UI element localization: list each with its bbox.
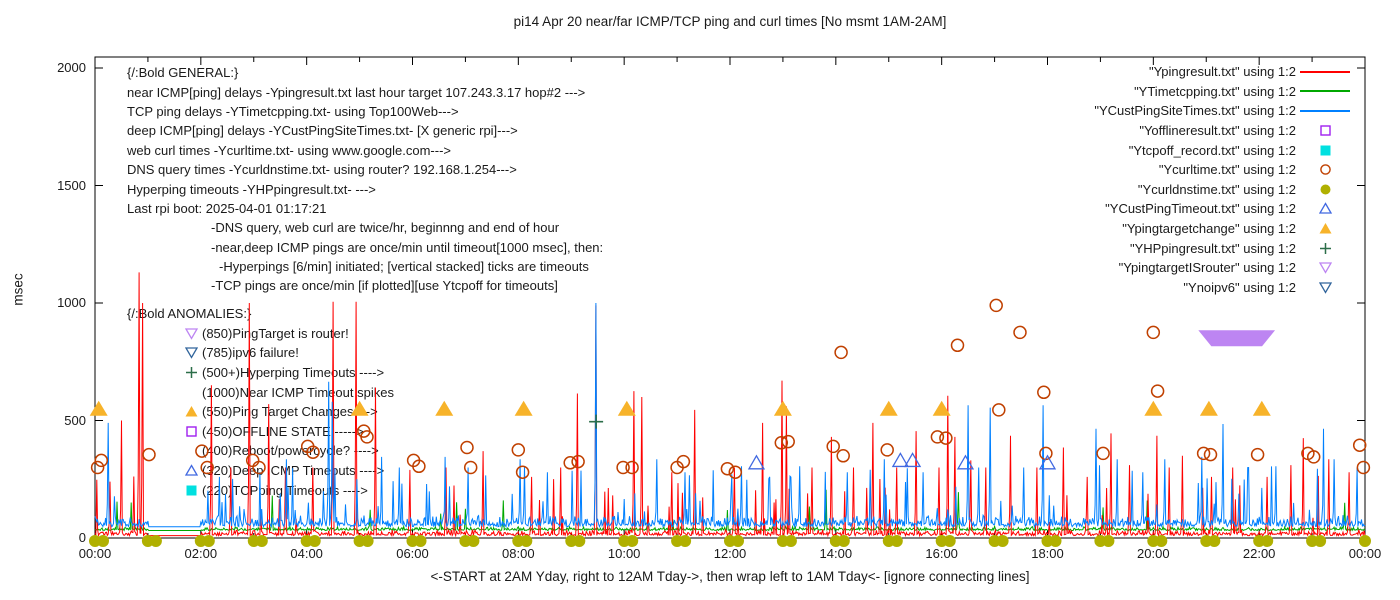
legend-item: "YTimetcpping.txt" using 1:2	[1094, 82, 1354, 102]
legend-item: "Ypingtargetchange" using 1:2	[1094, 219, 1354, 239]
legend-item: "YCustPingTimeout.txt" using 1:2	[1094, 199, 1354, 219]
legend-label: "Ycurldnstime.txt" using 1:2	[1137, 181, 1296, 197]
legend-label: "Ypingresult.txt" using 1:2	[1148, 64, 1296, 80]
legend-label: "YCustPingTimeout.txt" using 1:2	[1105, 201, 1296, 217]
legend-sample-plus-icon	[1296, 242, 1354, 255]
y-tick-label: 1000	[57, 295, 86, 310]
legend-label: "YCustPingSiteTimes.txt" using 1:2	[1094, 103, 1296, 119]
legend-sample-line-icon	[1296, 109, 1354, 112]
legend-item: "YCustPingSiteTimes.txt" using 1:2	[1094, 101, 1354, 121]
legend-sample-tridown-open-icon	[1296, 281, 1354, 294]
y-tick-label: 2000	[57, 60, 86, 75]
legend-sample-line-icon	[1296, 70, 1354, 73]
x-tick-label: 16:00	[925, 546, 958, 561]
anomaly-item: (850)PingTarget is router!	[185, 324, 394, 344]
y-tick-label: 1500	[57, 177, 86, 193]
x-tick-label: 14:00	[819, 546, 853, 561]
general-annotation-block: {/:Bold GENERAL:} near ICMP[ping] delays …	[127, 63, 603, 296]
x-tick-label: 08:00	[502, 546, 535, 561]
anomaly-text: (400)Reboot/powercycle? ---->	[202, 443, 379, 459]
legend-sample-tri-open-icon	[1296, 202, 1354, 215]
general-text-line: web curl times -Ycurltime.txt- using www…	[127, 142, 452, 158]
legend-sample-circ-open-icon	[1296, 163, 1354, 176]
x-tick-label: 18:00	[1031, 546, 1064, 561]
general-text-line: -near,deep ICMP pings are once/min until…	[211, 239, 604, 255]
anomaly-tri-open-icon	[185, 464, 202, 477]
x-tick-label: 02:00	[184, 546, 218, 561]
x-tick-label: 22:00	[1242, 546, 1276, 561]
general-text-line: DNS query times -Ycurldnstime.txt- using…	[127, 162, 517, 178]
x-tick-label: 06:00	[396, 546, 429, 561]
anomaly-item: (500+)Hyperping Timeouts ---->	[185, 363, 394, 383]
general-text-line: {/:Bold GENERAL:}	[127, 65, 239, 81]
legend-label: "YTimetcpping.txt" using 1:2	[1134, 83, 1296, 99]
legend-sample-sq-fill-icon	[1296, 144, 1354, 157]
general-text-line: deep ICMP[ping] delays -YCustPingSiteTim…	[127, 123, 518, 139]
legend-label: "Ytcpoff_record.txt" using 1:2	[1128, 142, 1296, 158]
legend-sample-tri-fill-icon	[1296, 222, 1354, 235]
x-tick-label: 12:00	[713, 546, 747, 561]
anomaly-plus-icon	[185, 366, 202, 379]
anomaly-item: (400)Reboot/powercycle? ---->	[185, 441, 394, 461]
legend-sample-circ-fill-icon	[1296, 183, 1354, 196]
anomaly-text: (850)PingTarget is router!	[202, 325, 349, 341]
y-tick-label: 500	[64, 412, 86, 428]
general-text-line: -Hyperpings [6/min] initiated; [vertical…	[219, 259, 589, 275]
legend-item: "Ycurltime.txt" using 1:2	[1094, 160, 1354, 180]
x-tick-label: 04:00	[290, 546, 323, 561]
anomaly-item: (785)ipv6 failure!	[185, 343, 394, 363]
anomaly-item: (450)OFFLINE STATE ----->	[185, 422, 394, 442]
anomaly-item: (220)TCPping Timeouts ---->	[185, 480, 394, 500]
x-tick-label: 00:00	[1348, 546, 1382, 561]
general-text-line: -TCP pings are once/min [if plotted][use…	[211, 278, 558, 294]
legend-item: "Ycurldnstime.txt" using 1:2	[1094, 180, 1354, 200]
legend: "Ypingresult.txt" using 1:2 "YTimetcpping…	[1094, 62, 1354, 297]
legend-label: "Ynoipv6" using 1:2	[1183, 279, 1296, 295]
anomaly-sq-open-icon	[185, 425, 202, 438]
anomaly-item: (320)Deep ICMP Timeouts ---->	[185, 461, 394, 481]
anomaly-tridown-open-icon	[185, 327, 202, 340]
y-tick-label: 0	[78, 530, 86, 545]
anomaly-tri-fill-icon	[185, 405, 202, 418]
anomaly-text: (220)TCPping Timeouts ---->	[202, 482, 368, 498]
anomaly-text: (450)OFFLINE STATE ----->	[202, 423, 364, 439]
general-text-line: TCP ping delays -YTimetcpping.txt- using…	[127, 103, 459, 119]
anomaly-text: (500+)Hyperping Timeouts ---->	[202, 365, 385, 381]
anomaly-text: (320)Deep ICMP Timeouts ---->	[202, 463, 385, 479]
anomaly-sq-fill-icon	[185, 484, 202, 497]
anomaly-text: (1000)Near ICMP Timeout spikes	[202, 384, 394, 400]
anomaly-text: (785)ipv6 failure!	[202, 345, 299, 361]
anomaly-tridown-open-icon	[185, 346, 202, 360]
legend-item: "YHPpingresult.txt" using 1:2	[1094, 238, 1354, 258]
legend-sample-line-icon	[1296, 90, 1354, 93]
chart-title: pi14 Apr 20 near/far ICMP/TCP ping and c…	[513, 14, 947, 29]
legend-label: "Ycurltime.txt" using 1:2	[1158, 162, 1296, 178]
legend-label: "YHPpingresult.txt" using 1:2	[1129, 240, 1296, 256]
x-tick-label: 10:00	[607, 546, 641, 561]
legend-label: "Yofflineresult.txt" using 1:2	[1139, 123, 1296, 139]
legend-item: "Ypingresult.txt" using 1:2	[1094, 62, 1354, 82]
legend-label: "Ypingtargetchange" using 1:2	[1122, 221, 1296, 237]
legend-item: "Ynoipv6" using 1:2	[1094, 278, 1354, 298]
anomalies-annotation-block: {/:Bold ANOMALIES:} (850)PingTarget is ro…	[127, 304, 394, 500]
legend-item: "Yofflineresult.txt" using 1:2	[1094, 121, 1354, 141]
legend-item: "YpingtargetISrouter" using 1:2	[1094, 258, 1354, 278]
legend-sample-sq-open-icon	[1296, 124, 1354, 137]
anomaly-item: (550)Ping Target Changes --->	[185, 402, 394, 422]
x-tick-label: 20:00	[1137, 546, 1170, 561]
anomaly-text: (550)Ping Target Changes --->	[202, 404, 378, 420]
x-tick-label: 00:00	[78, 546, 112, 561]
legend-label: "YpingtargetISrouter" using 1:2	[1118, 260, 1296, 276]
legend-item: "Ytcpoff_record.txt" using 1:2	[1094, 140, 1354, 160]
legend-sample-tridown-open-icon	[1296, 261, 1354, 275]
general-text-line: Hyperping timeouts -YHPpingresult.txt- -…	[127, 181, 376, 197]
y-axis-label: msec	[10, 273, 26, 306]
x-axis-caption: <-START at 2AM Yday, right to 12AM Tday-…	[430, 569, 1030, 584]
general-text-line: near ICMP[ping] delays -Ypingresult.txt …	[127, 84, 586, 100]
general-text-line: -DNS query, web curl are twice/hr, begin…	[211, 220, 560, 236]
anomalies-heading: {/:Bold ANOMALIES:}	[127, 306, 252, 322]
general-text-line: Last rpi boot: 2025-04-01 01:17:21	[127, 200, 327, 216]
anomaly-item: (1000)Near ICMP Timeout spikes	[185, 382, 394, 402]
